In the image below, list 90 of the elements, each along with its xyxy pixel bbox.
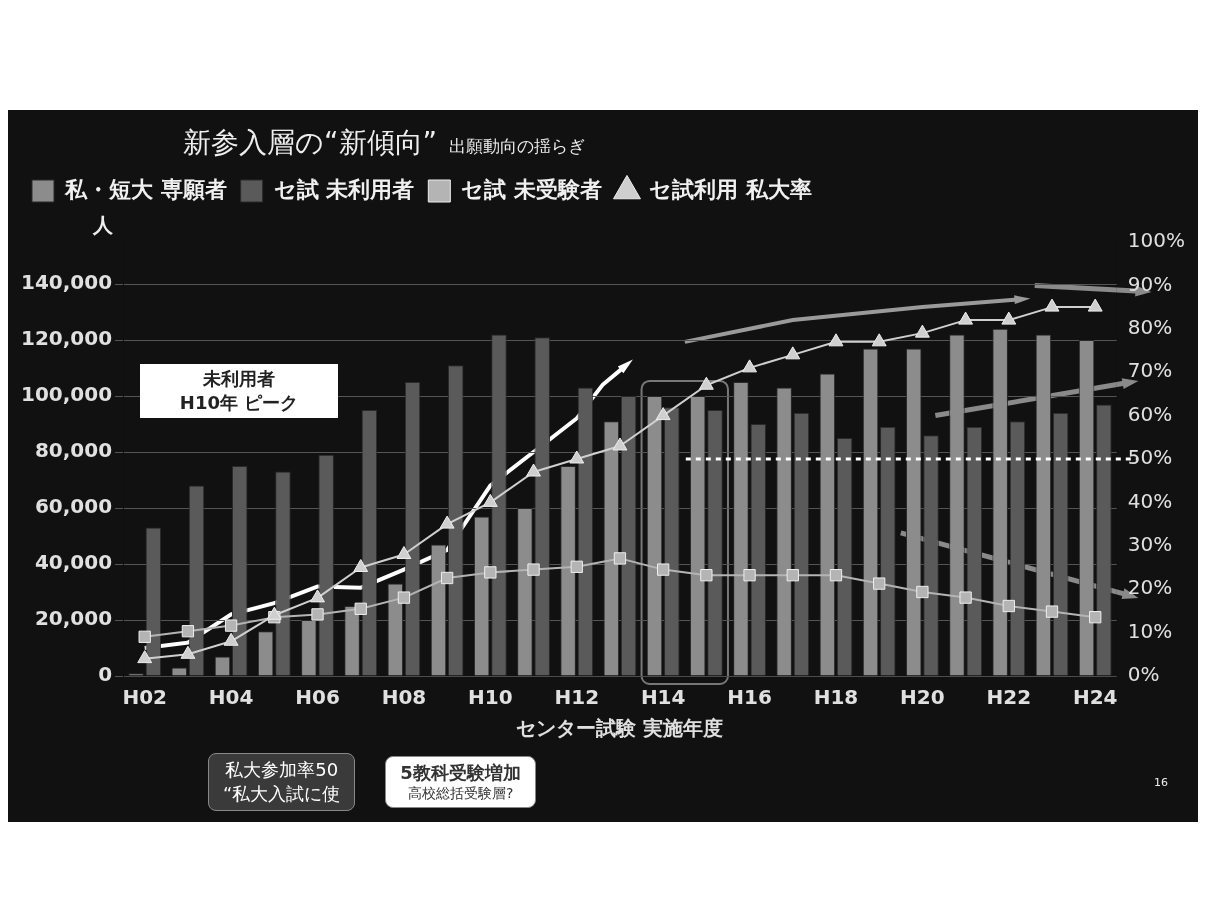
point (526, 463, 541, 477)
x-tick-label: H24 (1072, 685, 1118, 710)
x-tick-label: H14 (640, 685, 686, 710)
chart-title: 新参入層の“新傾向” (183, 125, 438, 161)
point (311, 608, 324, 621)
x-tick-label: H18 (813, 685, 859, 710)
x-tick-label: H06 (295, 685, 340, 710)
point (354, 602, 367, 615)
x-tick-label: H02 (122, 685, 167, 710)
point (1089, 611, 1102, 624)
annotation: 未利用者 (202, 366, 277, 391)
point (570, 560, 583, 573)
y-tick-label: 0 (98, 662, 113, 687)
point (785, 346, 801, 360)
point (353, 559, 369, 572)
point (527, 563, 540, 576)
point (914, 324, 930, 338)
x-tick-label: H22 (986, 685, 1032, 710)
y-tick-label: 20,000 (34, 606, 113, 631)
point (439, 515, 455, 529)
point (873, 577, 886, 590)
y2-tick-label: 0% (1127, 662, 1160, 687)
y-tick-label: 140,000 (21, 270, 113, 295)
point (1044, 298, 1060, 312)
point (484, 566, 497, 579)
legend-label: セ試 未受験者 (461, 176, 602, 202)
text: 16 (1154, 775, 1168, 789)
y2-tick-label: 30% (1127, 532, 1173, 556)
point (700, 569, 713, 582)
point (397, 591, 411, 604)
legend-label: 私・短大 専願者 (64, 176, 227, 202)
x-tick-label: H12 (554, 685, 600, 710)
x-tick-label: H16 (727, 685, 772, 710)
x-tick-label: H10 (468, 685, 513, 710)
legend-label: セ試 未利用者 (273, 176, 415, 202)
point (224, 619, 238, 632)
point (180, 645, 196, 659)
y2-tick-label: 40% (1127, 488, 1173, 513)
point (959, 591, 972, 604)
point (916, 585, 929, 599)
note-box: 未利用者 H10年 ピーク (139, 363, 339, 418)
point (829, 569, 843, 582)
y2-tick-label: 50% (1127, 445, 1173, 470)
y-tick-label: 100,000 (21, 382, 113, 407)
point (828, 333, 844, 347)
y-tick-label: 40,000 (34, 550, 113, 575)
note-box: 5教科受験増加 高校総括受験層? (385, 756, 536, 808)
point (1001, 311, 1017, 325)
point (786, 569, 799, 582)
legend-label: セ試利用 私大率 (648, 176, 812, 202)
point (657, 563, 670, 576)
x-axis-title: センター試験 実施年度 (516, 716, 724, 741)
point (137, 650, 153, 664)
x-tick-label: H08 (381, 685, 427, 710)
point (612, 437, 628, 451)
point (138, 630, 151, 643)
point (871, 333, 887, 347)
y2-tick-label: 10% (1127, 618, 1173, 643)
point (1002, 599, 1015, 613)
note-box: 私大参加率50 “私大入試に使 (208, 753, 356, 811)
x-tick-label: H20 (900, 685, 945, 710)
point (440, 571, 454, 585)
y2-tick-label: 100% (1127, 228, 1186, 253)
y2-tick-label: 80% (1127, 315, 1173, 339)
y2-tick-label: 20% (1127, 575, 1173, 600)
point (655, 407, 671, 421)
y-tick-label: 120,000 (21, 326, 113, 351)
y-tick-label: 60,000 (34, 494, 113, 519)
point (1045, 605, 1059, 618)
point (310, 589, 325, 603)
point (569, 450, 585, 464)
point (742, 359, 757, 373)
y2-tick-label: 60% (1127, 401, 1173, 426)
point (396, 545, 412, 559)
y2-tick-label: 70% (1127, 358, 1173, 383)
point (613, 552, 627, 565)
chart-subtitle: 出願動向の揺らぎ (449, 135, 586, 158)
point (266, 606, 282, 620)
point (482, 493, 498, 507)
point (1087, 298, 1103, 312)
point (958, 311, 974, 325)
x-tick-label: H04 (208, 685, 254, 710)
point (223, 632, 239, 646)
y-tick-label: 80,000 (34, 438, 113, 463)
point (743, 569, 756, 582)
annotation: H10年 ピーク (178, 390, 300, 415)
y-axis-title: 人 (93, 212, 114, 239)
y2-tick-label: 90% (1127, 271, 1173, 296)
point (181, 625, 195, 638)
point (698, 376, 714, 390)
